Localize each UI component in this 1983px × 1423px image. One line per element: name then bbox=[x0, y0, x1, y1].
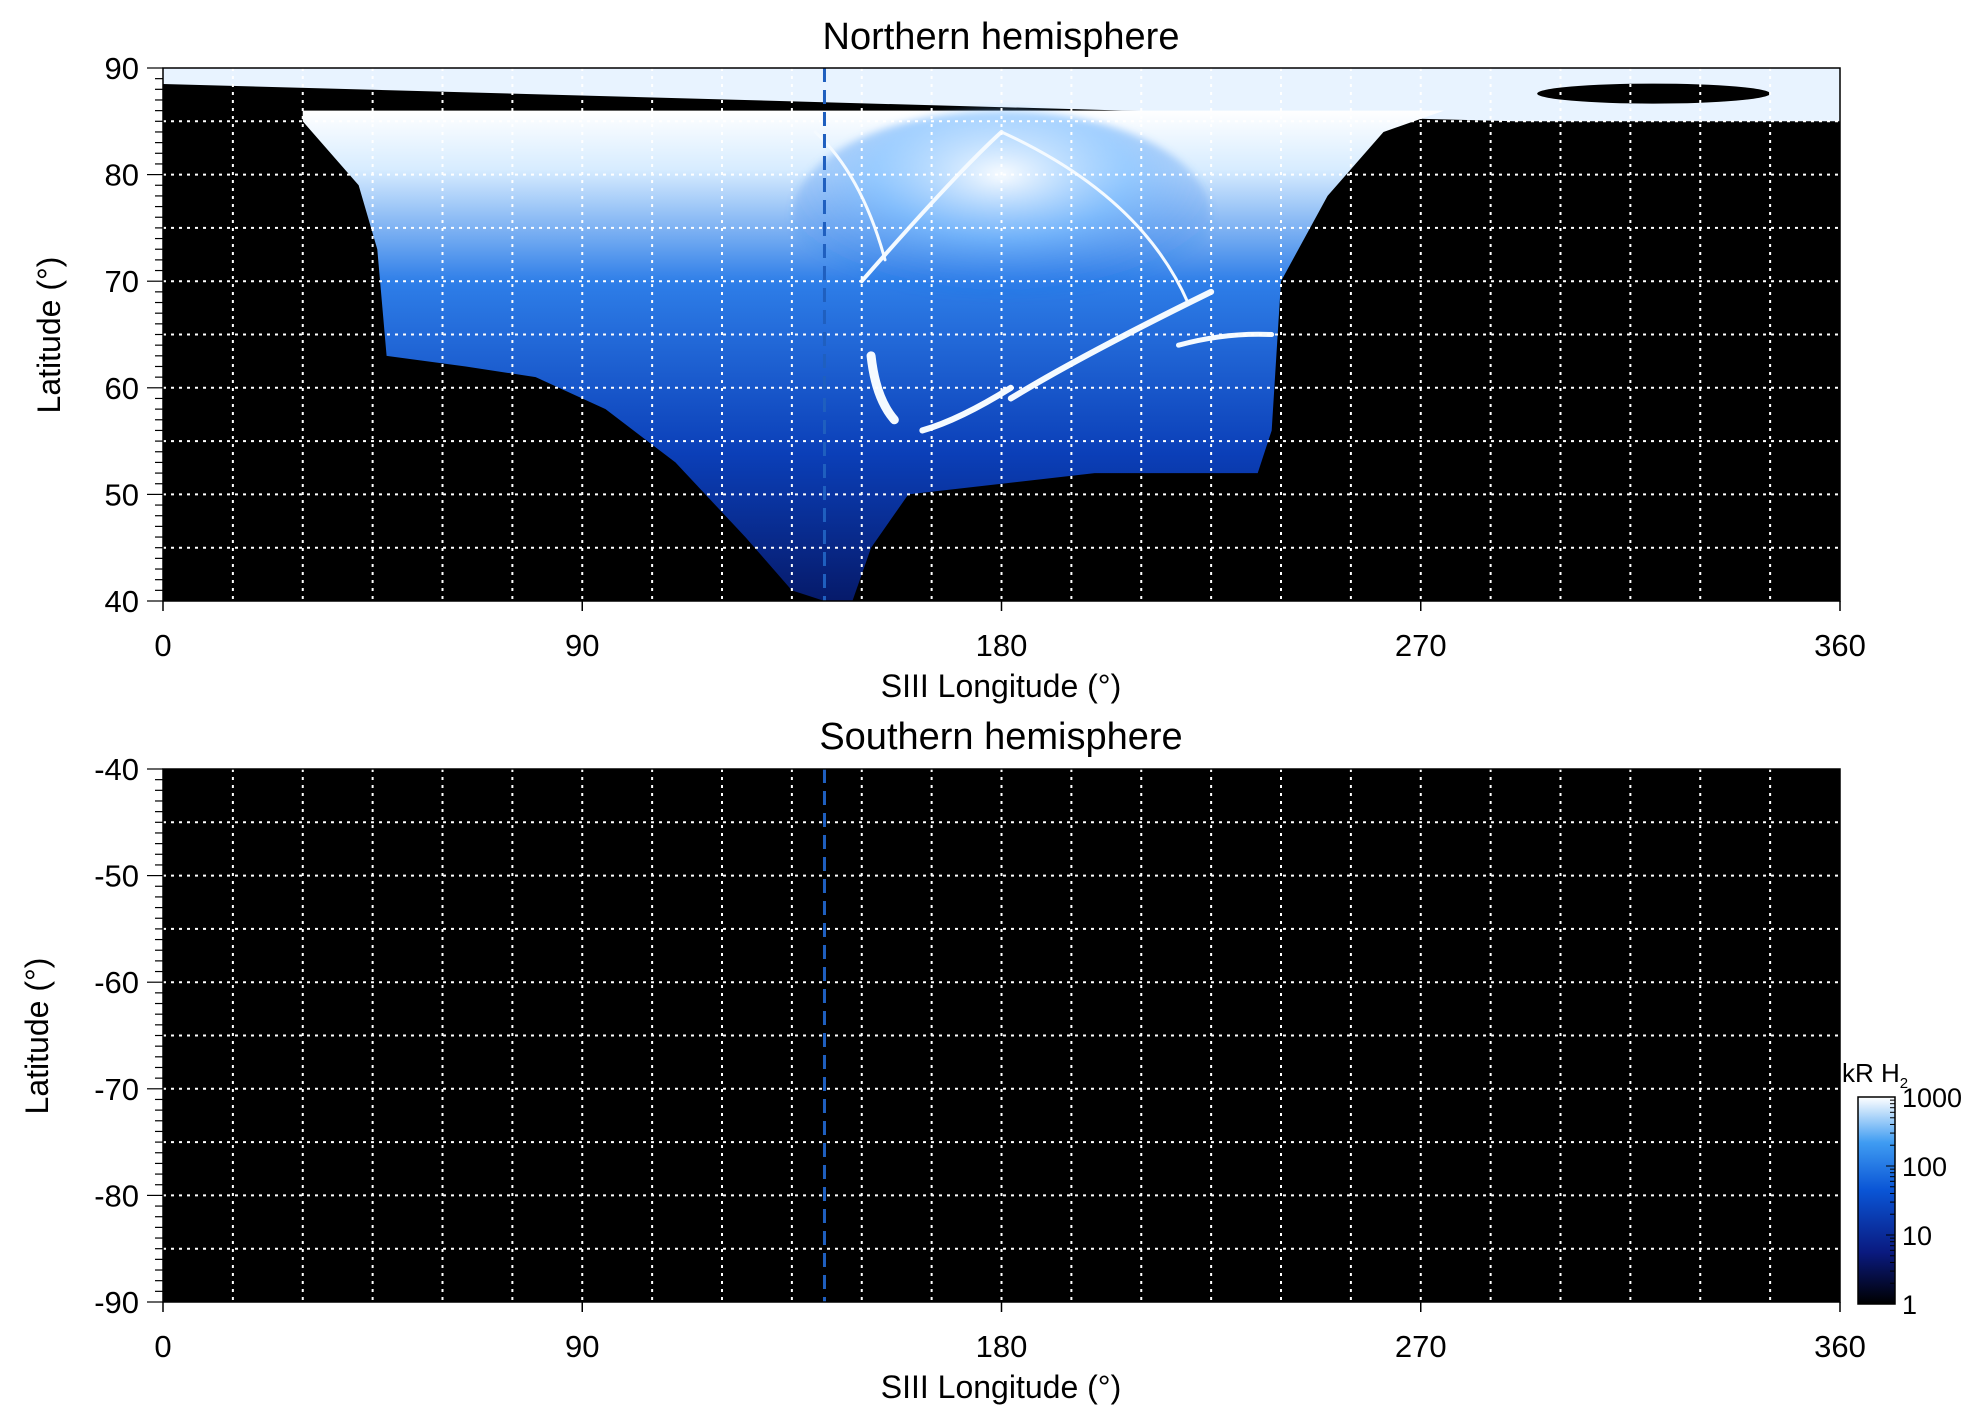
colorbar-ticks: 1000 100 10 1 bbox=[1886, 1083, 1962, 1320]
north-bright-arc bbox=[919, 384, 1014, 434]
north-xtick-label: 90 bbox=[565, 628, 599, 663]
south-xtick-label: 0 bbox=[154, 1329, 171, 1364]
south-grid bbox=[163, 769, 1840, 1302]
south-xlabel: SIII Longitude (°) bbox=[881, 1369, 1121, 1405]
south-ytick-label: -60 bbox=[94, 965, 139, 1000]
south-ylabel: Latitude (°) bbox=[19, 958, 55, 1115]
colorbar-label: kR H2 bbox=[1842, 1058, 1908, 1092]
north-cap-gap bbox=[1537, 83, 1771, 104]
north-ytick-label: 70 bbox=[105, 264, 139, 299]
north-ytick-label: 50 bbox=[105, 477, 139, 512]
colorbar-tick-label: 10 bbox=[1902, 1221, 1932, 1251]
north-xtick-label: 180 bbox=[976, 628, 1028, 663]
north-title: Northern hemisphere bbox=[823, 16, 1180, 58]
north-diffuse-streak bbox=[1000, 130, 1190, 305]
north-grid bbox=[163, 68, 1840, 601]
colorbar-tick-label: 1000 bbox=[1902, 1083, 1962, 1113]
south-axes: -40 -50 -60 -70 -80 -90 0 90 180 270 360 bbox=[94, 752, 1866, 1364]
south-ytick-label: -70 bbox=[94, 1072, 139, 1107]
north-xtick-label: 360 bbox=[1814, 628, 1866, 663]
colorbar: kR H2 1000 100 10 1 bbox=[1842, 1058, 1962, 1320]
south-title: Southern hemisphere bbox=[819, 716, 1182, 758]
south-xtick-label: 360 bbox=[1814, 1329, 1866, 1364]
north-xlabel: SIII Longitude (°) bbox=[881, 668, 1121, 704]
colorbar-label-subscript: 2 bbox=[1900, 1075, 1908, 1092]
colorbar-tick-label: 1 bbox=[1902, 1290, 1917, 1320]
north-ytick-label: 80 bbox=[105, 158, 139, 193]
northern-panel: Northern hemisphere 40 50 60 70 80 90 0 90 180 27… bbox=[31, 16, 1866, 704]
north-bright-spot bbox=[866, 351, 899, 425]
south-ytick-label: -50 bbox=[94, 859, 139, 894]
north-ytick-label: 40 bbox=[105, 584, 139, 619]
south-ytick-label: -90 bbox=[94, 1285, 139, 1320]
north-ytick-label: 60 bbox=[105, 371, 139, 406]
north-xtick-label: 0 bbox=[154, 628, 171, 663]
north-axes: 40 50 60 70 80 90 0 90 180 270 360 bbox=[105, 51, 1866, 663]
south-xtick-label: 180 bbox=[976, 1329, 1028, 1364]
north-xtick-label: 270 bbox=[1395, 628, 1447, 663]
southern-panel: Southern hemisphere -40 -50 -60 -70 -80 -90 0 9… bbox=[19, 716, 1866, 1405]
north-bright-band bbox=[1176, 331, 1275, 348]
north-ylabel: Latitude (°) bbox=[31, 257, 67, 414]
south-ytick-label: -80 bbox=[94, 1178, 139, 1213]
colorbar-tick-label: 100 bbox=[1902, 1152, 1947, 1182]
north-aurora-glow bbox=[791, 110, 1212, 324]
south-ytick-label: -40 bbox=[94, 752, 139, 787]
south-xtick-label: 270 bbox=[1395, 1329, 1447, 1364]
north-ytick-label: 90 bbox=[105, 51, 139, 86]
colorbar-gradient bbox=[1857, 1096, 1896, 1305]
south-xtick-label: 90 bbox=[565, 1329, 599, 1364]
